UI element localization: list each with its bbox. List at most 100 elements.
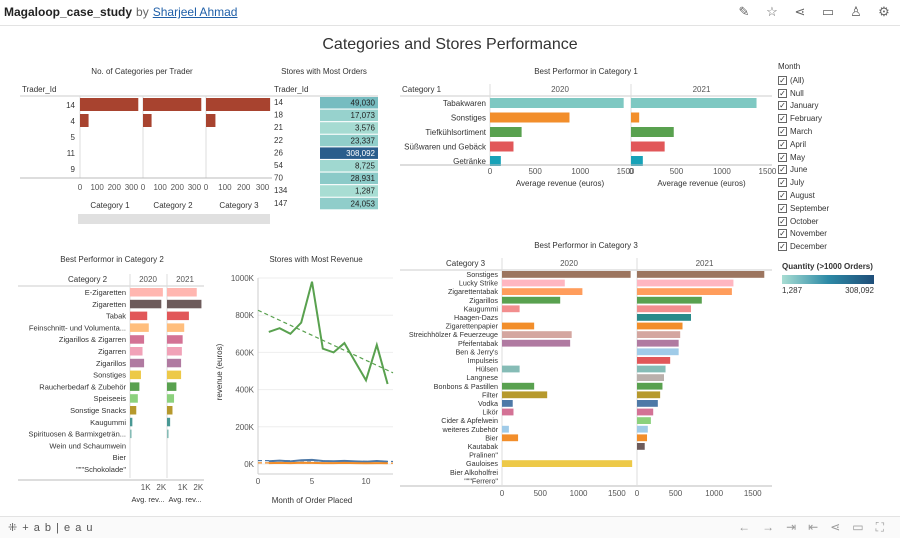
row-label: Zigarillos & Zigarren: [59, 335, 126, 344]
checkbox-icon[interactable]: ✓: [778, 139, 787, 149]
revert-icon[interactable]: ⇥: [786, 520, 797, 534]
checkbox-icon[interactable]: ✓: [778, 229, 787, 239]
bar: [130, 288, 163, 297]
bar: [167, 323, 185, 332]
bar: [631, 141, 665, 152]
month-filter-item[interactable]: ✓ February: [778, 112, 888, 125]
bar: [637, 271, 765, 278]
x-tick-label: 0: [256, 477, 261, 486]
month-filter-item[interactable]: ✓ January: [778, 100, 888, 113]
month-filter-item[interactable]: ✓ September: [778, 202, 888, 215]
author-link[interactable]: Sharjeel Ahmad: [152, 5, 238, 19]
checkbox-icon[interactable]: ✓: [778, 101, 787, 111]
x-tick-label: 100: [90, 183, 104, 192]
bar: [502, 339, 571, 347]
column-header: Trader_Id: [274, 85, 308, 94]
bar: [637, 374, 664, 381]
checkbox-icon[interactable]: ✓: [778, 216, 787, 226]
x-axis-title: Average revenue (euros): [657, 179, 746, 188]
bar: [637, 314, 691, 321]
month-filter-item[interactable]: ✓ April: [778, 138, 888, 151]
row-label: Gauloises: [466, 459, 498, 468]
y-tick-label: 0K: [244, 460, 254, 469]
bar: [637, 348, 679, 356]
checkbox-icon[interactable]: ✓: [778, 191, 787, 201]
checkbox-icon[interactable]: ✓: [778, 127, 787, 137]
bar: [206, 114, 216, 127]
top-toolbar: Magaloop_case_study by Sharjeel Ahmad ✎ ☆ …: [0, 0, 900, 26]
row-label: 5: [71, 133, 76, 142]
bar: [502, 322, 535, 330]
bar: [502, 331, 572, 338]
row-label: Sonstiges: [451, 114, 486, 123]
month-filter-item[interactable]: ✓ June: [778, 164, 888, 177]
checkbox-icon[interactable]: ✓: [778, 178, 787, 188]
bar: [167, 288, 197, 297]
share-icon[interactable]: ⋖: [794, 4, 806, 19]
y-tick-label: 400K: [235, 386, 254, 395]
scrollbar[interactable]: [78, 214, 270, 224]
month-filter-item[interactable]: ✓ (All): [778, 74, 888, 87]
row-label: Wein und Schaumwein: [49, 441, 126, 450]
workbook-title: Magaloop_case_study by Sharjeel Ahmad: [4, 5, 237, 19]
month-filter-item[interactable]: ✓ May: [778, 151, 888, 164]
month-filter-label: May: [790, 152, 806, 162]
x-tick-label: 1K: [141, 483, 151, 492]
heat-cell: [320, 197, 378, 210]
comment-icon[interactable]: ▭: [821, 4, 835, 19]
order-count: 49,030: [351, 99, 376, 108]
month-filter-label: July: [790, 178, 805, 188]
reset-icon[interactable]: ⇤: [808, 520, 819, 534]
x-tick-label: 300: [256, 183, 270, 192]
x-tick-label: 0: [629, 167, 634, 176]
month-filter-item[interactable]: ✓ November: [778, 228, 888, 241]
tableau-logo[interactable]: ⁜ + a b | e a u: [8, 522, 94, 534]
bar: [631, 112, 640, 123]
month-filter-item[interactable]: ✓ August: [778, 189, 888, 202]
heat-cell: [320, 109, 378, 122]
edit-icon[interactable]: ✎: [738, 4, 750, 19]
month-filter-item[interactable]: ✓ March: [778, 125, 888, 138]
fullscreen-icon[interactable]: ⛶: [875, 520, 884, 534]
redo-icon[interactable]: →: [762, 520, 775, 534]
trader-id: 70: [274, 174, 283, 183]
row-label: 14: [66, 101, 75, 110]
checkbox-icon[interactable]: ✓: [778, 75, 787, 85]
settings-icon[interactable]: ⚙: [878, 4, 890, 19]
panel-label: Category 2: [153, 201, 193, 210]
month-filter-item[interactable]: ✓ October: [778, 215, 888, 228]
checkbox-icon[interactable]: ✓: [778, 88, 787, 98]
row-label: Feinschnitt- und Volumenta...: [29, 323, 126, 332]
bar: [637, 391, 661, 399]
panel-label: Category 3: [219, 201, 259, 210]
undo-icon[interactable]: ←: [738, 520, 751, 534]
bar: [637, 296, 702, 304]
month-filter-label: Null: [790, 88, 804, 98]
comment-icon[interactable]: ▭: [852, 520, 864, 534]
bar: [631, 127, 674, 137]
row-label: Haagen-Dazs: [454, 313, 498, 322]
month-filter-item[interactable]: ✓ July: [778, 176, 888, 189]
month-filter-item[interactable]: ✓ Null: [778, 87, 888, 100]
profile-icon[interactable]: ♙: [850, 4, 862, 19]
month-filter-item[interactable]: ✓ December: [778, 240, 888, 253]
bar: [637, 357, 671, 364]
share-icon[interactable]: ⋖: [830, 520, 841, 534]
bar: [502, 425, 509, 433]
order-count: 308,092: [346, 149, 375, 158]
row-label: Zigarettentabak: [448, 287, 498, 296]
row-label: Sonstiges: [466, 270, 498, 279]
checkbox-icon[interactable]: ✓: [778, 203, 787, 213]
month-filter-label: January: [790, 101, 819, 111]
checkbox-icon[interactable]: ✓: [778, 152, 787, 162]
checkbox-icon[interactable]: ✓: [778, 165, 787, 175]
x-tick-label: 2K: [193, 483, 203, 492]
row-label: Zigarillos: [469, 296, 498, 305]
bar: [637, 288, 732, 295]
star-icon[interactable]: ☆: [766, 4, 778, 19]
x-tick-label: 1500: [608, 489, 626, 498]
checkbox-icon[interactable]: ✓: [778, 114, 787, 124]
checkbox-icon[interactable]: ✓: [778, 242, 787, 252]
x-tick-label: 0: [141, 183, 146, 192]
panel-label: 2021: [693, 85, 711, 94]
